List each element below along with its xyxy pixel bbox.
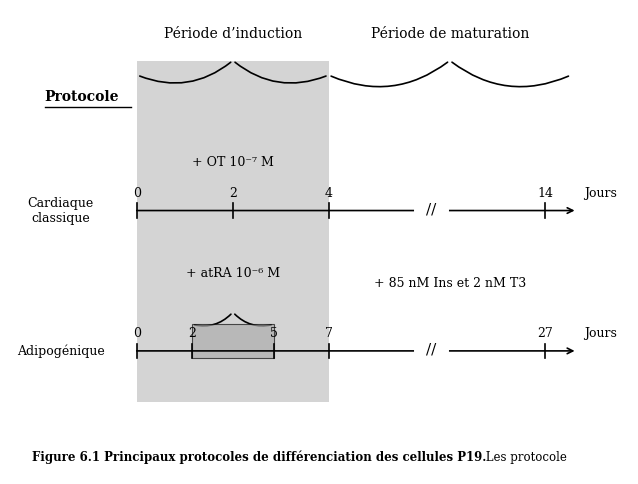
Bar: [192, 324, 274, 358]
Text: + atRA 10⁻⁶ M: + atRA 10⁻⁶ M: [186, 267, 280, 280]
Text: Période de maturation: Période de maturation: [371, 27, 529, 41]
Text: + 85 nM Ins et 2 nM T3: + 85 nM Ins et 2 nM T3: [374, 277, 526, 289]
Text: 4: 4: [325, 187, 332, 200]
Text: 2: 2: [188, 327, 196, 340]
Text: + OT 10⁻⁷ M: + OT 10⁻⁷ M: [192, 156, 274, 168]
Text: 5: 5: [270, 327, 278, 340]
Text: 14: 14: [537, 187, 554, 200]
Text: Les protocole: Les protocole: [482, 451, 567, 464]
Text: 27: 27: [538, 327, 553, 340]
Text: 0: 0: [133, 187, 141, 200]
Text: Période d’induction: Période d’induction: [164, 27, 302, 41]
Text: Adipogénique: Adipogénique: [17, 344, 105, 358]
Text: 0: 0: [133, 327, 141, 340]
Text: //: //: [426, 202, 436, 216]
Text: 7: 7: [325, 327, 332, 340]
Text: 2: 2: [229, 187, 237, 200]
Text: Jours: Jours: [584, 187, 617, 200]
Bar: [137, 60, 329, 402]
Text: Figure 6.1 Principaux protocoles de différenciation des cellules P19.: Figure 6.1 Principaux protocoles de diff…: [32, 451, 486, 464]
Text: Cardiaque
classique: Cardiaque classique: [27, 197, 94, 225]
Text: Protocole: Protocole: [45, 90, 119, 104]
Text: //: //: [426, 343, 436, 356]
Text: Jours: Jours: [584, 327, 617, 340]
